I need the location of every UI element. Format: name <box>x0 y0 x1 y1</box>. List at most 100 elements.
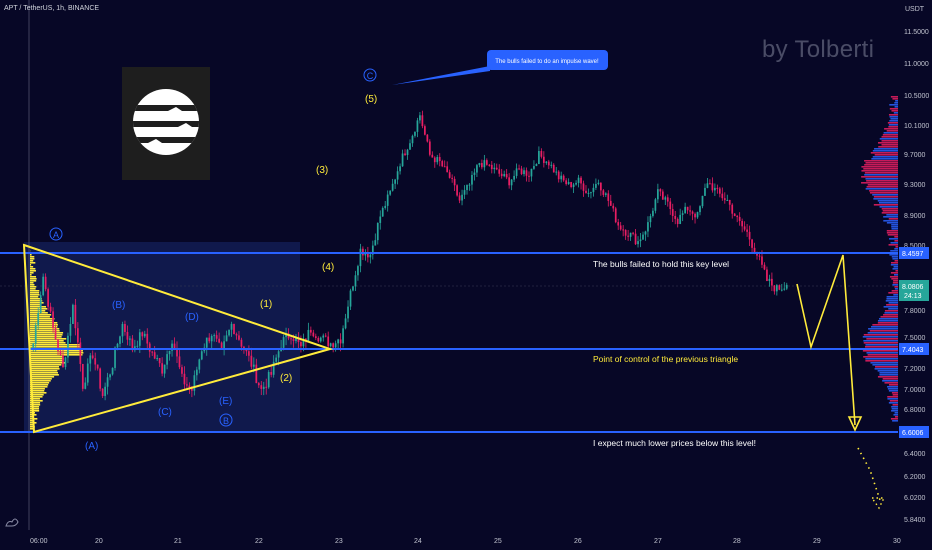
projection-path[interactable] <box>796 254 856 426</box>
profile-bar-left <box>30 286 37 288</box>
candle <box>775 285 778 292</box>
profile-bar-right <box>870 152 898 154</box>
callout-box[interactable] <box>487 50 608 70</box>
badge-level-lower <box>899 426 929 438</box>
candle <box>661 191 664 200</box>
candle <box>495 167 498 170</box>
candle <box>595 183 597 188</box>
candle <box>419 115 421 121</box>
profile-bar-right <box>887 386 898 388</box>
profile-bar-right <box>870 362 898 364</box>
price-axis-unit: USDT <box>905 6 925 13</box>
profile-bar-left <box>30 282 34 284</box>
candle <box>654 199 657 211</box>
candle <box>768 278 771 282</box>
profile-bar-right <box>874 368 898 370</box>
badge-level-poc-text: 7.4043 <box>902 347 924 354</box>
price-tick: 11.0000 <box>904 61 929 68</box>
candle <box>446 166 449 173</box>
profile-bar-right <box>880 316 898 318</box>
candle <box>131 338 134 351</box>
profile-bar-left <box>30 278 37 280</box>
profile-bar-left <box>30 354 83 356</box>
candle <box>366 253 369 258</box>
profile-bar-right <box>891 228 898 230</box>
candle <box>498 169 501 174</box>
profile-bar-right <box>872 194 898 196</box>
candle <box>295 338 297 341</box>
tradingview-logo-icon <box>5 518 19 527</box>
candle <box>456 185 458 196</box>
profile-bar-right <box>863 340 898 342</box>
profile-bar-left <box>30 364 62 366</box>
profile-bar-right <box>891 256 898 258</box>
candle <box>124 323 126 332</box>
profile-bar-right <box>886 232 898 234</box>
profile-bar-right <box>891 410 898 412</box>
time-axis[interactable]: 06:00 20 21 22 23 24 25 26 27 28 29 30 <box>30 538 901 545</box>
profile-bar-right <box>887 398 898 400</box>
candle <box>181 367 183 374</box>
profile-bar-right <box>893 294 898 296</box>
candle <box>726 199 729 201</box>
candle <box>433 157 436 163</box>
candle <box>394 179 396 184</box>
wave-label-3: (3) <box>316 165 328 176</box>
candle <box>317 338 320 342</box>
profile-bar-right <box>873 196 898 198</box>
candle <box>364 253 367 256</box>
candle <box>466 185 468 191</box>
candle <box>694 213 696 218</box>
candle <box>748 231 751 240</box>
candle <box>714 187 716 191</box>
candle <box>285 333 287 338</box>
wave-label-a-paren: (A) <box>85 441 98 452</box>
profile-bar-right <box>891 278 898 280</box>
candle <box>210 335 213 342</box>
candle <box>592 187 595 193</box>
candle <box>193 375 196 391</box>
candle <box>215 335 218 339</box>
profile-bar-right <box>888 390 898 392</box>
profile-bar-right <box>886 130 898 132</box>
candle <box>39 295 42 313</box>
candle <box>334 343 337 348</box>
profile-bar-left <box>30 388 45 390</box>
profile-bar-right <box>869 190 898 192</box>
profile-bar-right <box>889 254 898 256</box>
candle <box>114 347 116 368</box>
candle <box>753 247 756 253</box>
candle <box>500 173 503 177</box>
triangle-range-box <box>24 242 300 432</box>
profile-bar-right <box>866 186 898 188</box>
candle <box>42 276 45 296</box>
candle <box>614 208 617 223</box>
candle <box>510 179 513 186</box>
wave-label-b-circle: B <box>223 416 229 426</box>
profile-bar-right <box>894 236 898 238</box>
candle <box>560 175 563 180</box>
profile-bar-right <box>864 172 898 174</box>
candle <box>272 361 275 375</box>
profile-bar-right <box>881 212 898 214</box>
profile-bar-right <box>878 146 898 148</box>
candle <box>47 289 49 307</box>
candle <box>597 182 600 184</box>
profile-bar-right <box>867 354 898 356</box>
profile-bar-right <box>878 202 898 204</box>
triangle-drawing[interactable] <box>22 243 334 434</box>
candle <box>604 193 607 195</box>
price-tick: 7.8000 <box>904 308 926 315</box>
candle <box>441 161 444 167</box>
candle <box>314 336 317 339</box>
profile-bar-right <box>888 384 898 386</box>
price-axis[interactable]: USDT 11.5000 11.0000 10.5000 10.1000 9.7… <box>899 6 929 524</box>
profile-bar-right <box>883 216 898 218</box>
candle <box>503 174 506 177</box>
candle <box>572 184 575 188</box>
candle <box>354 275 357 287</box>
candle <box>701 195 704 207</box>
profile-bar-right <box>894 106 898 108</box>
wave-label-5: (5) <box>365 94 377 105</box>
